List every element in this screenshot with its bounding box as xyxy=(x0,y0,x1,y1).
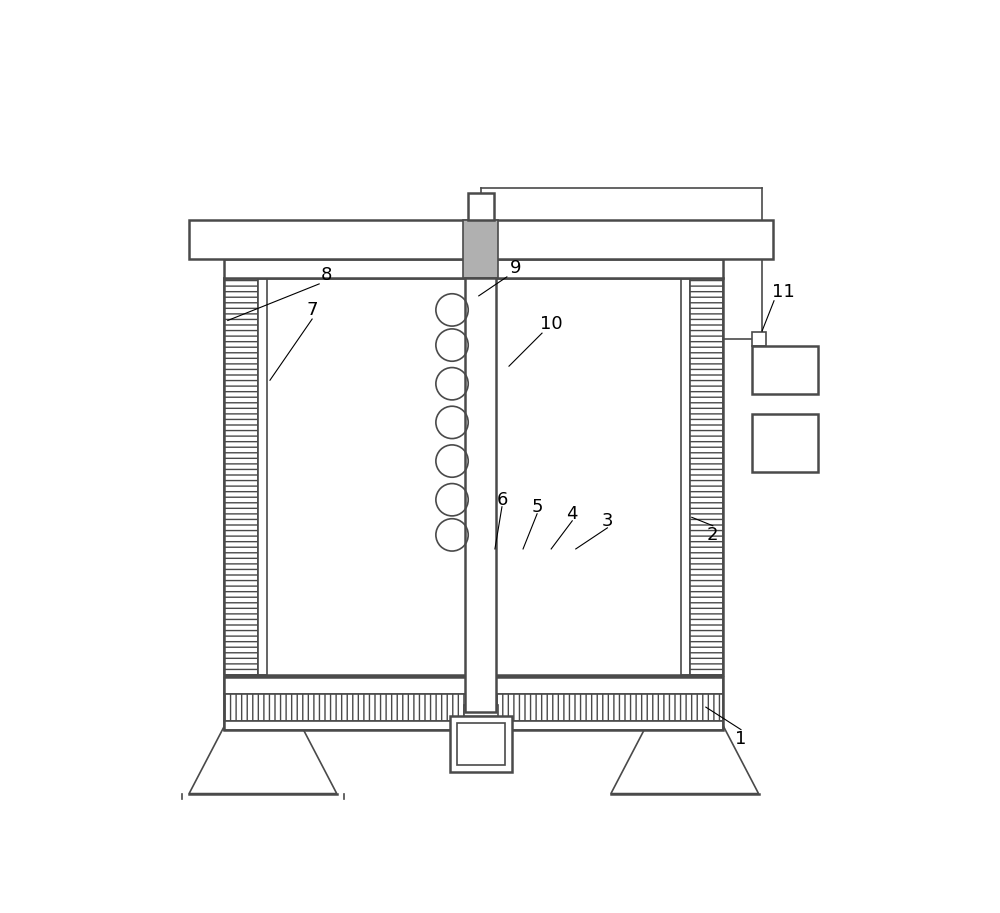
Bar xyxy=(752,346,818,394)
Text: 1: 1 xyxy=(735,729,747,748)
Text: 9: 9 xyxy=(510,258,522,277)
Text: 7: 7 xyxy=(306,301,318,319)
Bar xyxy=(224,278,723,676)
Text: 2: 2 xyxy=(707,526,719,544)
Bar xyxy=(463,220,498,278)
Bar xyxy=(224,278,723,676)
Text: 4: 4 xyxy=(567,505,578,523)
Bar xyxy=(465,278,496,712)
Bar xyxy=(224,695,723,721)
Bar xyxy=(752,414,818,472)
Text: 3: 3 xyxy=(602,512,613,530)
Bar xyxy=(468,194,494,220)
Bar xyxy=(457,723,505,765)
Bar xyxy=(464,705,498,717)
Bar xyxy=(450,717,512,772)
Bar xyxy=(224,721,723,730)
Bar xyxy=(224,677,723,695)
Bar xyxy=(681,278,690,676)
Bar xyxy=(224,278,258,676)
Text: 11: 11 xyxy=(772,283,795,301)
Bar xyxy=(690,278,723,676)
Text: 10: 10 xyxy=(540,315,562,333)
Bar xyxy=(752,332,766,346)
Bar xyxy=(189,220,773,258)
Polygon shape xyxy=(189,713,337,793)
Bar xyxy=(224,258,723,278)
Text: 8: 8 xyxy=(321,266,332,284)
Text: 6: 6 xyxy=(496,490,508,509)
Polygon shape xyxy=(611,713,759,793)
Bar xyxy=(224,677,723,730)
Text: 5: 5 xyxy=(531,498,543,516)
Bar xyxy=(258,278,267,676)
